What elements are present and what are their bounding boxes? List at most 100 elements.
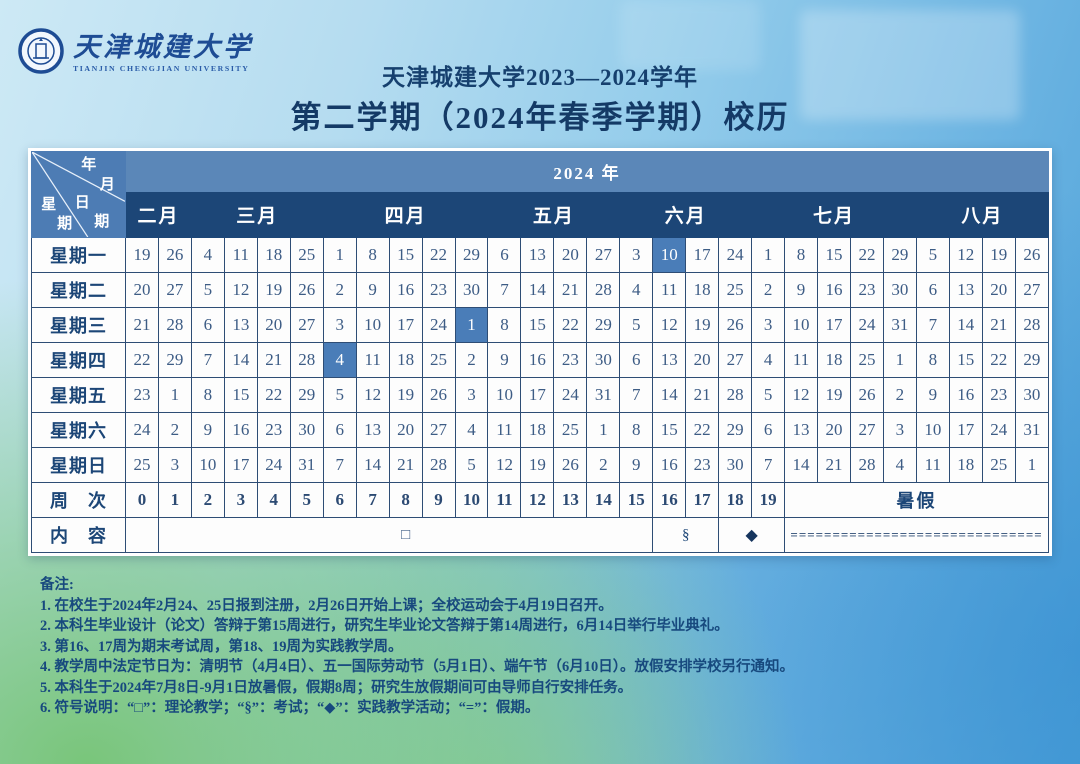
day-cell: 30	[586, 342, 621, 378]
day-cell: 3	[322, 307, 357, 343]
week-number-cell: 19	[751, 482, 786, 518]
day-cell: 30	[718, 447, 753, 483]
day-cell: 19	[981, 237, 1016, 273]
day-cell: 26	[1014, 237, 1050, 273]
day-cell: 7	[322, 447, 357, 483]
week-number-cell: 13	[553, 482, 588, 518]
day-cell: 1	[751, 237, 786, 273]
week-number-cell: 11	[487, 482, 522, 518]
day-cell: 21	[553, 272, 588, 308]
day-cell: 28	[157, 307, 192, 343]
day-cell: 20	[388, 412, 423, 448]
day-cell: 12	[784, 377, 819, 413]
day-cell: 13	[652, 342, 687, 378]
day-cell: 4	[454, 412, 489, 448]
week-number-cell: 5	[289, 482, 324, 518]
day-cell: 28	[586, 272, 621, 308]
day-cell: 9	[915, 377, 950, 413]
day-cell: 3	[157, 447, 192, 483]
day-cell: 8	[619, 412, 654, 448]
month-header-七月: 七月	[751, 191, 917, 238]
background-photo	[620, 0, 760, 70]
corner-week-label-top: 星	[41, 196, 57, 213]
day-cell: 28	[718, 377, 753, 413]
corner-week-label-bottom: 期	[57, 215, 73, 232]
row-label-星期一: 星期一	[31, 237, 126, 273]
corner-header-cell: 年月日期星期	[31, 151, 126, 238]
day-cell: 28	[849, 447, 884, 483]
week-number-cell: 6	[322, 482, 357, 518]
day-cell: 14	[355, 447, 390, 483]
day-cell: 7	[190, 342, 225, 378]
day-cell: 19	[388, 377, 423, 413]
month-header-六月: 六月	[619, 191, 753, 238]
day-cell: 26	[553, 447, 588, 483]
day-cell: 1	[882, 342, 917, 378]
day-cell: 27	[718, 342, 753, 378]
week-number-cell: 9	[421, 482, 456, 518]
month-header-五月: 五月	[487, 191, 621, 238]
day-cell: 19	[817, 377, 851, 413]
day-cell: 7	[751, 447, 786, 483]
corner-date-label-top: 日	[74, 195, 90, 212]
row-label-星期四: 星期四	[31, 342, 126, 378]
day-cell: 24	[849, 307, 884, 343]
day-cell: 24	[256, 447, 291, 483]
university-name-cn: 天津城建大学	[73, 32, 253, 62]
day-cell: 30	[1014, 377, 1050, 413]
day-cell: 3	[454, 377, 489, 413]
day-cell: 17	[817, 307, 851, 343]
day-cell: 11	[915, 447, 950, 483]
note-line-3: 3. 第16、17周为期末考试周，第18、19周为实践教学周。	[40, 638, 403, 655]
week-number-cell: 2	[190, 482, 225, 518]
day-cell: 19	[125, 237, 159, 273]
day-cell: 4	[882, 447, 917, 483]
day-cell: 19	[256, 272, 291, 308]
day-cell: 31	[1014, 412, 1050, 448]
day-cell: 11	[784, 342, 819, 378]
week-number-cell: 14	[586, 482, 621, 518]
day-cell: 19	[685, 307, 720, 343]
day-cell: 1	[157, 377, 192, 413]
week-number-cell: 8	[388, 482, 423, 518]
note-line-1: 1. 在校生于2024年2月24、25日报到注册，2月26日开始上课；全校运动会…	[40, 597, 613, 614]
day-cell: 5	[915, 237, 950, 273]
day-cell: 20	[817, 412, 851, 448]
day-cell: 2	[157, 412, 192, 448]
row-label-星期六: 星期六	[31, 412, 126, 448]
week-number-cell: 17	[685, 482, 720, 518]
day-cell: 29	[718, 412, 753, 448]
day-cell: 20	[685, 342, 720, 378]
day-cell: 11	[223, 237, 258, 273]
day-cell: 30	[882, 272, 917, 308]
day-cell: 22	[125, 342, 159, 378]
day-cell: 26	[849, 377, 884, 413]
day-cell: 22	[553, 307, 588, 343]
day-cell: 29	[586, 307, 621, 343]
corner-date-label-bottom: 期	[94, 213, 110, 230]
corner-diagonal-lines	[32, 152, 125, 237]
day-cell: 22	[981, 342, 1016, 378]
day-cell: 8	[355, 237, 390, 273]
day-cell: 5	[751, 377, 786, 413]
day-cell: 20	[125, 272, 159, 308]
day-cell: 31	[586, 377, 621, 413]
day-cell: 17	[948, 412, 983, 448]
row-label-content: 内 容	[31, 517, 126, 553]
day-cell: 20	[256, 307, 291, 343]
day-cell: 8	[915, 342, 950, 378]
day-cell: 9	[190, 412, 225, 448]
day-cell: 14	[223, 342, 258, 378]
day-cell: 24	[718, 237, 753, 273]
day-cell: 21	[817, 447, 851, 483]
day-cell: 7	[915, 307, 950, 343]
day-cell: 23	[553, 342, 588, 378]
day-cell: 29	[289, 377, 324, 413]
day-cell: 7	[487, 272, 522, 308]
day-cell: 23	[685, 447, 720, 483]
week-number-cell: 0	[125, 482, 159, 518]
day-cell: 5	[619, 307, 654, 343]
day-cell: 8	[784, 237, 819, 273]
day-cell: 25	[553, 412, 588, 448]
